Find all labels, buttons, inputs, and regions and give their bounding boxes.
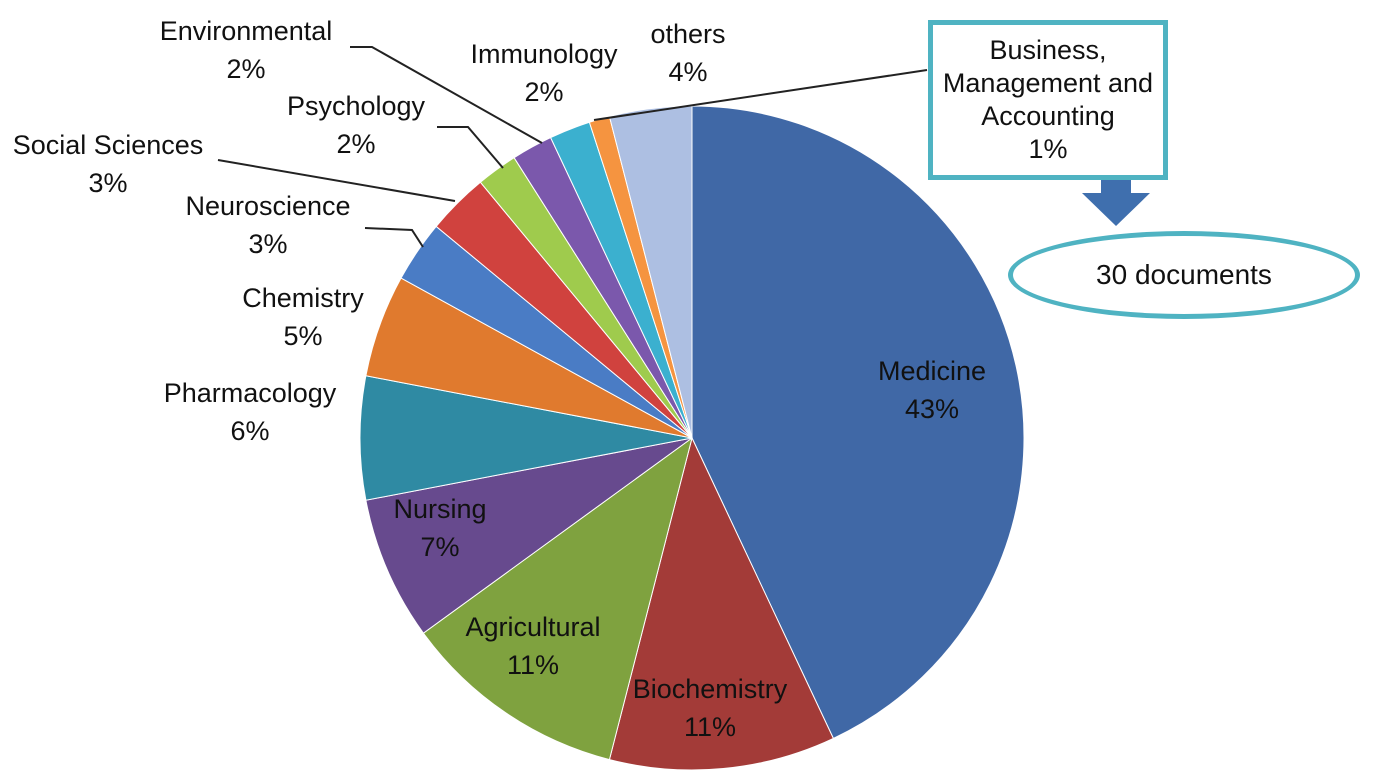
slice-label-immunology: Immunology 2%	[470, 39, 618, 107]
callout-result: 30 documents	[1008, 231, 1360, 319]
pie-slice-pharmacology	[359, 375, 693, 501]
callout-line-3: Accounting	[981, 101, 1115, 131]
callout-result-text: 30 documents	[1096, 259, 1272, 290]
callout-line-1: Business,	[989, 35, 1107, 65]
pie-slice-agricultural	[422, 436, 693, 761]
slice-label-medicine: Medicine 43%	[878, 356, 986, 424]
leader-line-business-management-and-accounting	[593, 69, 928, 121]
slice-label-social-sciences: Social Sciences 3%	[13, 130, 204, 198]
pie-slice-medicine	[691, 105, 1025, 740]
pie-slice-biochemistry	[608, 436, 835, 771]
callout-arrow-head	[1082, 193, 1150, 226]
slice-label-others: others 4%	[650, 19, 725, 87]
leader-line-environmental	[350, 46, 543, 144]
slice-label-pharmacology: Pharmacology 6%	[164, 378, 337, 446]
slice-label-neuroscience: Neuroscience 3%	[185, 191, 350, 259]
leader-line-psychology	[437, 126, 504, 169]
slice-label-environmental: Environmental 2%	[160, 16, 333, 84]
leader-line-neuroscience	[364, 227, 424, 248]
callout-box: Business, Management and Accounting 1%	[928, 20, 1168, 180]
slice-label-agricultural: Agricultural 11%	[465, 612, 600, 680]
callout-line-2: Management and	[942, 68, 1154, 98]
slice-label-psychology: Psychology 2%	[287, 91, 426, 159]
callout-line-4: 1%	[1028, 134, 1068, 164]
pie-slice-nursing	[365, 437, 693, 634]
slice-label-nursing: Nursing 7%	[393, 494, 486, 562]
slice-label-biochemistry: Biochemistry 11%	[633, 674, 788, 742]
slice-labels: Medicine 43% Biochemistry 11% Agricultural 11…	[13, 16, 986, 742]
slice-label-chemistry: Chemistry 5%	[242, 283, 364, 351]
leader-line-social-sciences	[217, 159, 456, 202]
pie-slices	[359, 105, 1025, 771]
leader-lines	[217, 46, 928, 248]
